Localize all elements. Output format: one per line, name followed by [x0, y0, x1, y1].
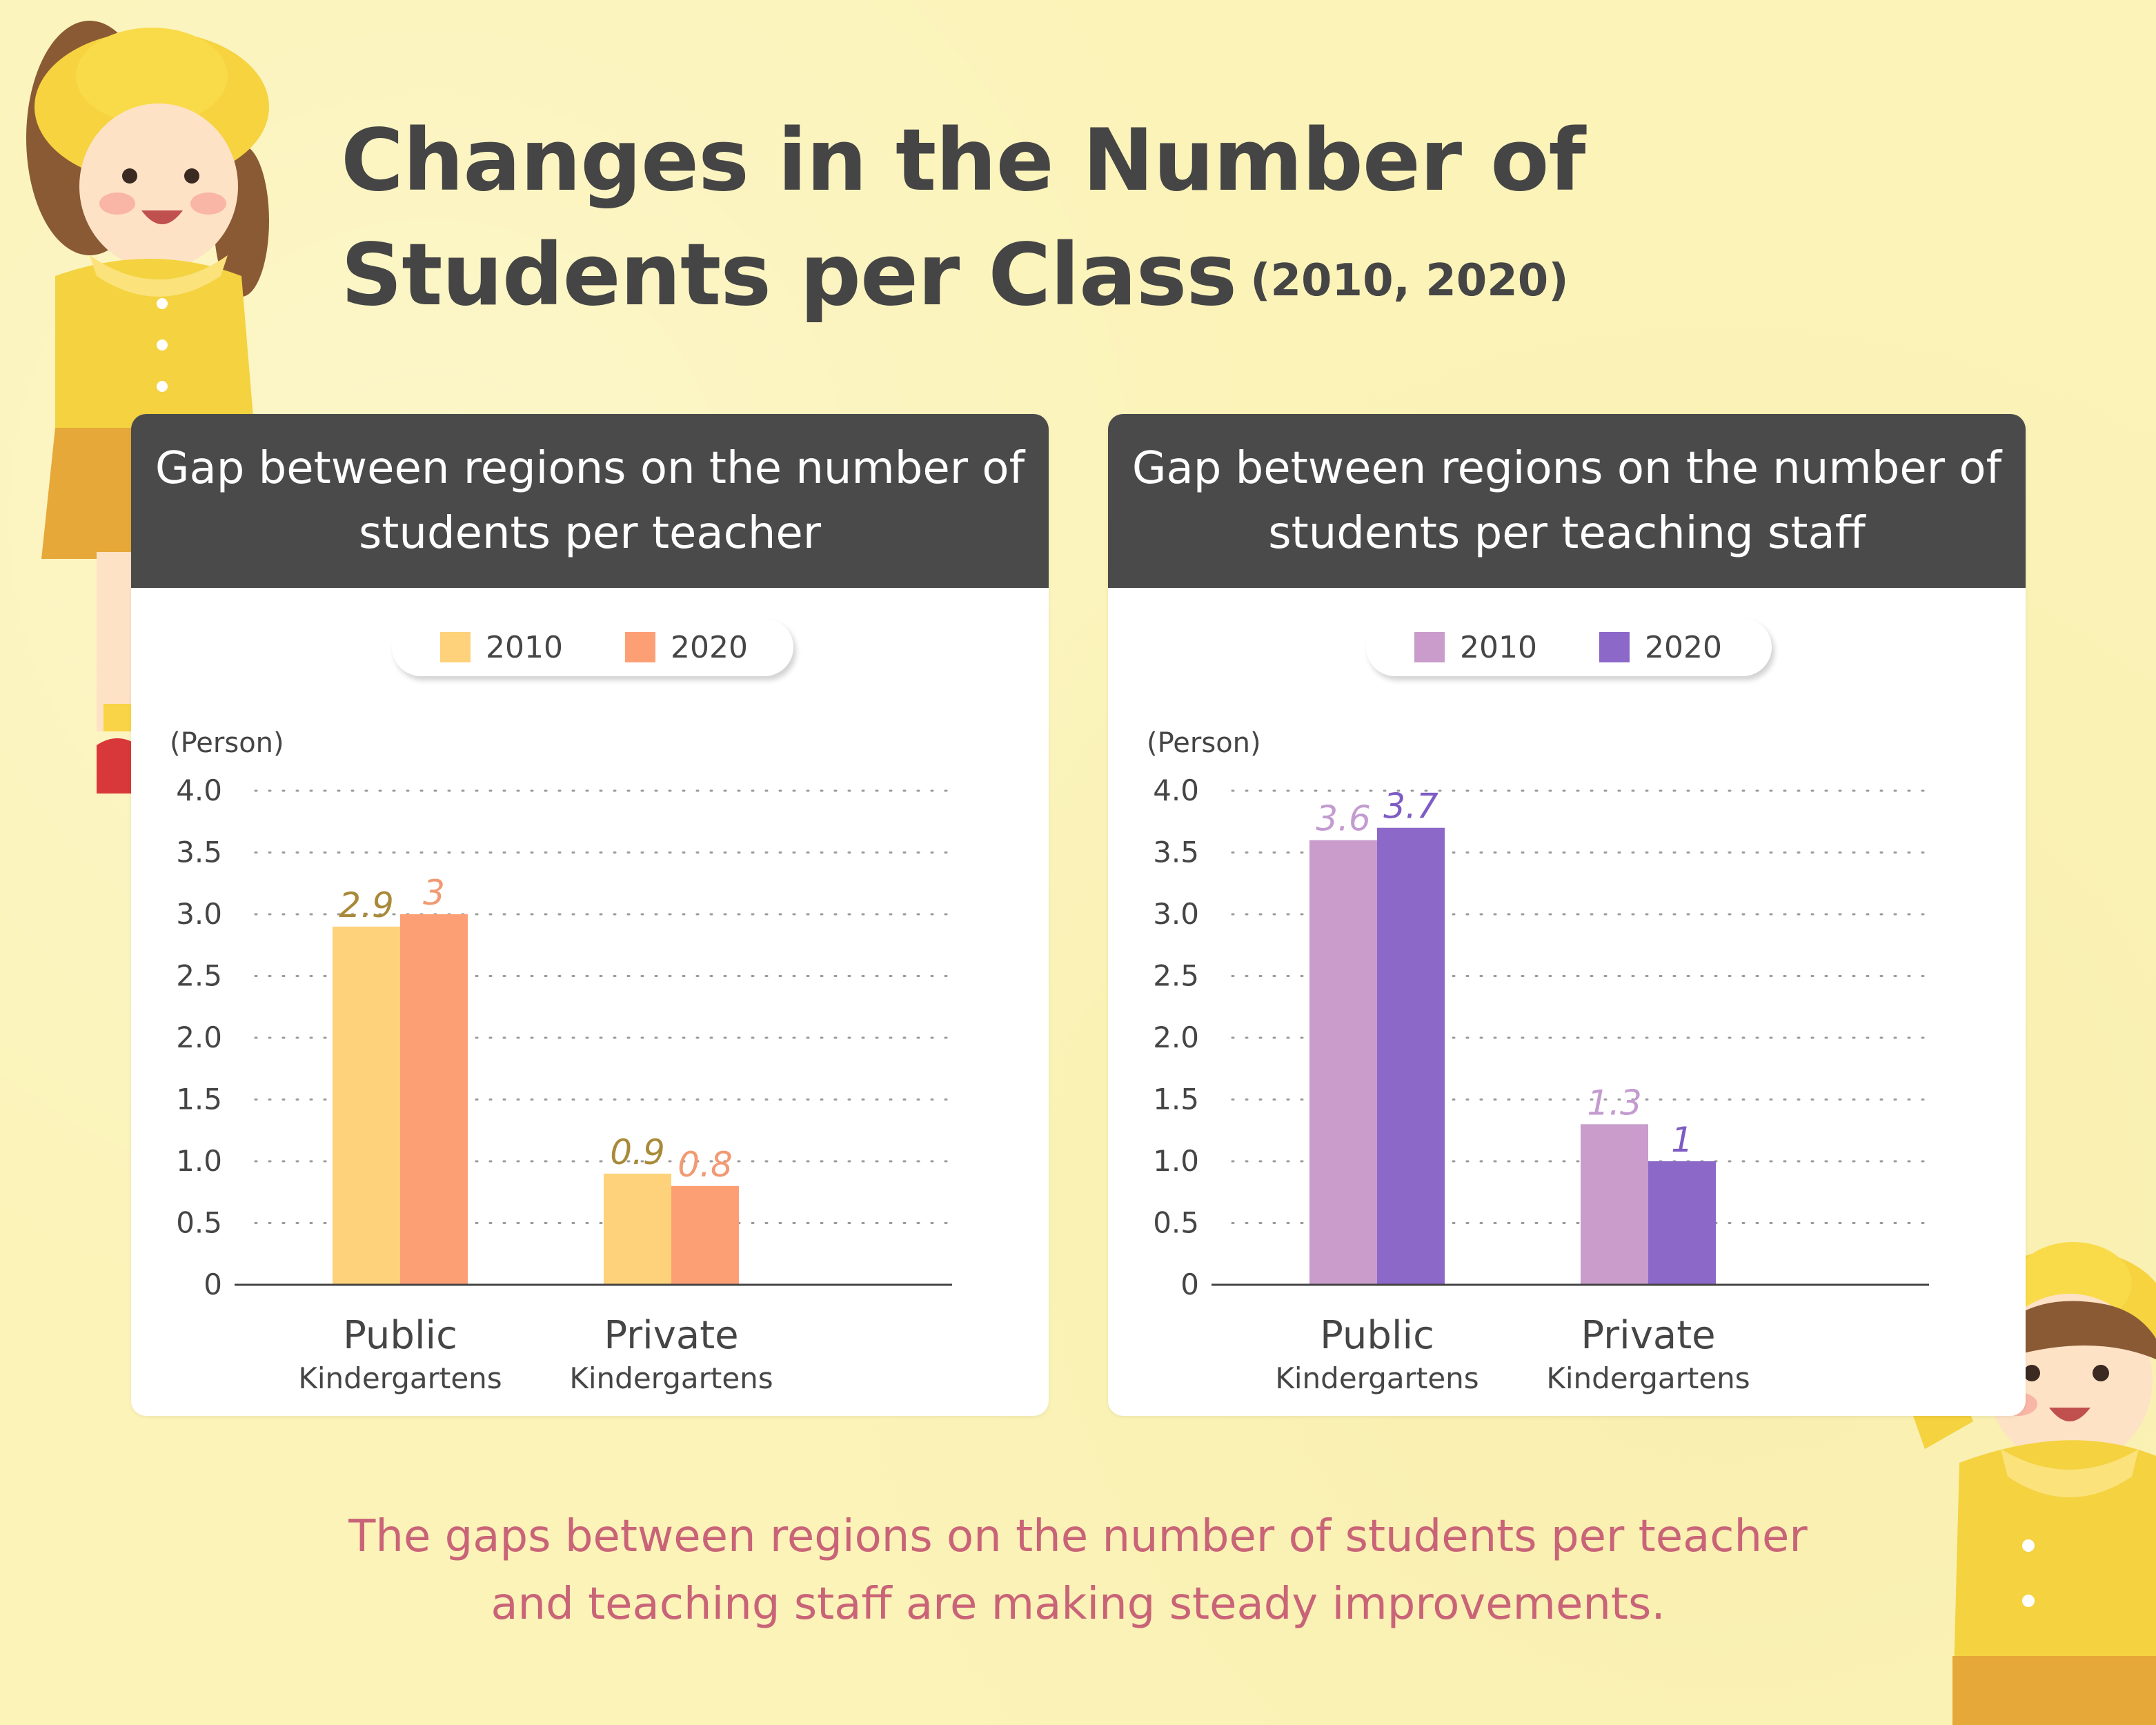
y-axis-label: (Person) — [170, 727, 284, 759]
bar-2020-private — [1648, 1161, 1716, 1285]
panel-title-line-1: Gap between regions on the number of — [1131, 443, 2002, 494]
chart-panel-teaching-staff: Gap between regions on the number of stu… — [1108, 414, 2026, 1416]
chart-legend: 2010 2020 — [392, 618, 793, 676]
legend-label-2010: 2010 — [486, 629, 563, 665]
legend-swatch-2020 — [624, 632, 655, 662]
y-tick-label: 1.0 — [176, 1144, 222, 1178]
bar-2010-private — [604, 1173, 671, 1285]
chart-legend: 2010 2020 — [1366, 618, 1772, 676]
y-tick-label: 3.5 — [176, 836, 222, 869]
legend-swatch-2020 — [1599, 632, 1630, 662]
caption-line-1: The gaps between regions on the number o… — [348, 1511, 1808, 1562]
legend-swatch-2010 — [1414, 632, 1445, 662]
x-tick-label-main: Public — [343, 1313, 457, 1358]
y-tick-label: 2.0 — [176, 1021, 222, 1054]
y-tick-label: 0.5 — [1153, 1206, 1199, 1240]
y-tick-label: 0 — [204, 1268, 222, 1301]
title-line-2: Students per Class (2010, 2020) — [341, 218, 1585, 338]
legend-item-2010: 2010 — [1414, 630, 1537, 665]
y-tick-label: 1.0 — [1153, 1144, 1199, 1178]
legend-item-2020: 2020 — [624, 629, 748, 665]
legend-item-2020: 2020 — [1599, 630, 1722, 665]
data-label: 3.6 — [1316, 799, 1371, 839]
bar-2010-public — [333, 926, 400, 1285]
y-tick-label: 0.5 — [176, 1206, 222, 1240]
chart-panel-teacher: Gap between regions on the number of stu… — [131, 414, 1049, 1416]
x-tick-label-main: Private — [604, 1313, 738, 1358]
panel-header: Gap between regions on the number of stu… — [131, 414, 1049, 588]
data-label: 3.7 — [1383, 787, 1438, 827]
legend-item-2010: 2010 — [440, 630, 563, 665]
y-tick-label: 2.0 — [1153, 1021, 1199, 1054]
legend-label-2010: 2010 — [1460, 629, 1537, 665]
y-tick-label: 1.5 — [1153, 1083, 1199, 1116]
y-tick-label: 0 — [1180, 1268, 1199, 1301]
y-tick-label: 3.0 — [176, 897, 222, 931]
bar-2010-private — [1581, 1124, 1648, 1285]
bar-2020-private — [671, 1185, 739, 1285]
panel-header: Gap between regions on the number of stu… — [1108, 414, 2026, 588]
y-tick-label: 3.5 — [1153, 836, 1199, 869]
x-tick-label-main: Public — [1320, 1313, 1434, 1358]
x-tick-label-sub: Kindergartens — [298, 1361, 502, 1395]
x-tick-label-sub: Kindergartens — [1546, 1361, 1750, 1395]
y-tick-label: 2.5 — [176, 959, 222, 993]
bar-2020-public — [400, 914, 468, 1285]
panel-title-line-2: students per teaching staff — [1268, 508, 1866, 559]
x-tick-label-sub: Kindergartens — [569, 1361, 773, 1395]
girl-illustration — [26, 21, 269, 793]
bar-chart-teaching-staff: (Person) 0 0.5 1.0 1.5 2.0 2.5 3.0 3.5 4.0 3.6 3.7 P… — [1147, 727, 1930, 1395]
data-label: 0.9 — [610, 1132, 665, 1172]
legend-swatch-2010 — [440, 632, 471, 662]
data-label: 1 — [1671, 1120, 1693, 1160]
conclusion-caption: The gaps between regions on the number o… — [0, 1503, 2156, 1638]
y-tick-label: 2.5 — [1153, 959, 1199, 993]
y-tick-label: 3.0 — [1153, 897, 1199, 931]
x-tick-label-main: Private — [1581, 1313, 1715, 1358]
legend-label-2020: 2020 — [670, 629, 748, 665]
y-tick-label: 1.5 — [176, 1083, 222, 1116]
data-label: 2.9 — [339, 885, 394, 925]
title-line-2-text: Students per Class — [341, 226, 1237, 325]
bar-chart-teacher: (Person) 0 0.5 1.0 1.5 2.0 2.5 3.0 3.5 4.0 2.9 3 Pub… — [170, 727, 953, 1395]
x-tick-label-sub: Kindergartens — [1275, 1361, 1478, 1395]
title-line-1: Changes in the Number of — [341, 111, 1585, 210]
bar-2020-public — [1377, 827, 1445, 1285]
bar-2010-public — [1309, 840, 1377, 1285]
page-title: Changes in the Number of Students per Cl… — [341, 103, 1585, 338]
y-tick-label: 4.0 — [1153, 773, 1199, 807]
data-label: 0.8 — [678, 1145, 733, 1185]
data-label: 3 — [423, 873, 445, 913]
data-label: 1.3 — [1587, 1083, 1642, 1123]
legend-label-2020: 2020 — [1644, 629, 1722, 665]
y-tick-label: 4.0 — [176, 773, 222, 807]
panel-title-line-2: students per teacher — [358, 508, 822, 559]
title-years: (2010, 2020) — [1250, 255, 1569, 306]
caption-line-2: and teaching staff are making steady imp… — [491, 1579, 1665, 1630]
panel-title-line-1: Gap between regions on the number of — [155, 443, 1025, 494]
y-axis-label: (Person) — [1147, 727, 1261, 759]
